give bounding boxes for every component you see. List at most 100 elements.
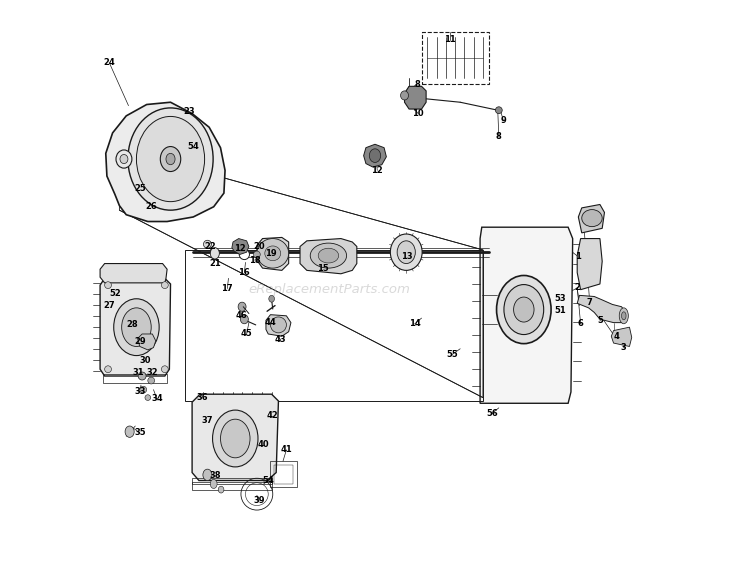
Text: 19: 19 bbox=[265, 249, 276, 258]
Text: 12: 12 bbox=[234, 244, 246, 253]
Text: 17: 17 bbox=[221, 284, 233, 293]
Ellipse shape bbox=[148, 377, 154, 384]
Ellipse shape bbox=[210, 479, 217, 488]
Ellipse shape bbox=[160, 147, 181, 172]
Text: 30: 30 bbox=[140, 356, 152, 365]
Text: 43: 43 bbox=[275, 335, 286, 344]
Text: 54: 54 bbox=[188, 142, 199, 151]
Text: 9: 9 bbox=[500, 116, 506, 125]
Text: 24: 24 bbox=[104, 58, 115, 67]
Bar bbox=[274, 465, 293, 484]
Ellipse shape bbox=[105, 282, 112, 289]
Ellipse shape bbox=[504, 285, 544, 335]
Ellipse shape bbox=[125, 426, 134, 437]
Ellipse shape bbox=[212, 410, 258, 467]
Polygon shape bbox=[578, 204, 604, 233]
Ellipse shape bbox=[514, 297, 534, 322]
Text: 56: 56 bbox=[486, 409, 498, 418]
Text: 13: 13 bbox=[401, 252, 412, 261]
Ellipse shape bbox=[400, 91, 409, 100]
Text: 41: 41 bbox=[280, 445, 292, 454]
Polygon shape bbox=[404, 86, 426, 109]
Text: 51: 51 bbox=[554, 306, 566, 315]
Ellipse shape bbox=[265, 246, 280, 261]
Ellipse shape bbox=[496, 107, 502, 114]
Text: 23: 23 bbox=[183, 107, 194, 116]
Ellipse shape bbox=[116, 150, 132, 168]
Polygon shape bbox=[100, 278, 170, 376]
Polygon shape bbox=[578, 295, 625, 323]
Polygon shape bbox=[137, 334, 156, 350]
Ellipse shape bbox=[254, 251, 260, 258]
Polygon shape bbox=[364, 144, 386, 167]
Text: 3: 3 bbox=[621, 343, 627, 352]
Text: 16: 16 bbox=[238, 268, 250, 277]
Ellipse shape bbox=[145, 395, 151, 400]
Ellipse shape bbox=[218, 486, 224, 493]
Ellipse shape bbox=[310, 243, 346, 268]
Bar bbox=[192, 478, 272, 484]
Ellipse shape bbox=[256, 239, 289, 268]
Text: 2: 2 bbox=[574, 283, 580, 293]
Text: 55: 55 bbox=[446, 350, 458, 359]
Text: 34: 34 bbox=[151, 394, 163, 403]
Polygon shape bbox=[106, 102, 225, 222]
Text: 8: 8 bbox=[496, 132, 502, 141]
Ellipse shape bbox=[210, 248, 219, 259]
Text: 10: 10 bbox=[413, 109, 424, 118]
Text: 45: 45 bbox=[241, 329, 253, 339]
Ellipse shape bbox=[318, 248, 339, 263]
Text: 35: 35 bbox=[134, 428, 146, 437]
Ellipse shape bbox=[114, 299, 159, 356]
Text: 29: 29 bbox=[134, 337, 146, 346]
Polygon shape bbox=[611, 327, 632, 346]
Text: 22: 22 bbox=[205, 242, 216, 251]
Bar bbox=[192, 482, 272, 490]
Text: 39: 39 bbox=[254, 496, 265, 506]
Text: 40: 40 bbox=[258, 440, 269, 449]
Polygon shape bbox=[256, 237, 289, 270]
Text: 52: 52 bbox=[109, 289, 121, 298]
Ellipse shape bbox=[140, 386, 147, 393]
Ellipse shape bbox=[369, 149, 381, 162]
Ellipse shape bbox=[390, 234, 422, 270]
Text: 1: 1 bbox=[575, 252, 581, 261]
Ellipse shape bbox=[239, 249, 250, 260]
Ellipse shape bbox=[620, 308, 628, 324]
Text: 21: 21 bbox=[209, 259, 220, 268]
Text: 4: 4 bbox=[614, 332, 620, 341]
Ellipse shape bbox=[241, 315, 248, 324]
Polygon shape bbox=[300, 239, 357, 274]
Ellipse shape bbox=[268, 295, 274, 302]
Text: 36: 36 bbox=[196, 393, 208, 402]
Text: 27: 27 bbox=[104, 301, 115, 310]
Ellipse shape bbox=[136, 116, 205, 202]
Text: 53: 53 bbox=[554, 294, 566, 303]
Text: 11: 11 bbox=[444, 35, 456, 44]
Bar bbox=[271, 461, 296, 487]
Text: 18: 18 bbox=[249, 256, 260, 265]
Text: 5: 5 bbox=[597, 316, 603, 325]
Polygon shape bbox=[578, 239, 602, 290]
Polygon shape bbox=[100, 264, 167, 283]
Ellipse shape bbox=[203, 469, 212, 481]
Ellipse shape bbox=[105, 366, 112, 373]
Polygon shape bbox=[192, 394, 278, 481]
Text: 46: 46 bbox=[235, 311, 247, 320]
Text: 31: 31 bbox=[133, 368, 145, 377]
Text: 33: 33 bbox=[134, 387, 146, 396]
Text: 20: 20 bbox=[254, 242, 265, 251]
Text: 12: 12 bbox=[371, 166, 383, 175]
Polygon shape bbox=[266, 315, 291, 336]
Ellipse shape bbox=[398, 241, 416, 264]
Ellipse shape bbox=[220, 419, 250, 458]
Text: 26: 26 bbox=[146, 202, 157, 211]
Polygon shape bbox=[480, 227, 573, 403]
Text: 38: 38 bbox=[209, 471, 220, 481]
Text: 44: 44 bbox=[265, 318, 276, 327]
Ellipse shape bbox=[496, 275, 551, 344]
Text: 32: 32 bbox=[146, 368, 158, 377]
Polygon shape bbox=[232, 239, 249, 254]
Ellipse shape bbox=[138, 372, 146, 380]
Text: 14: 14 bbox=[409, 319, 421, 328]
